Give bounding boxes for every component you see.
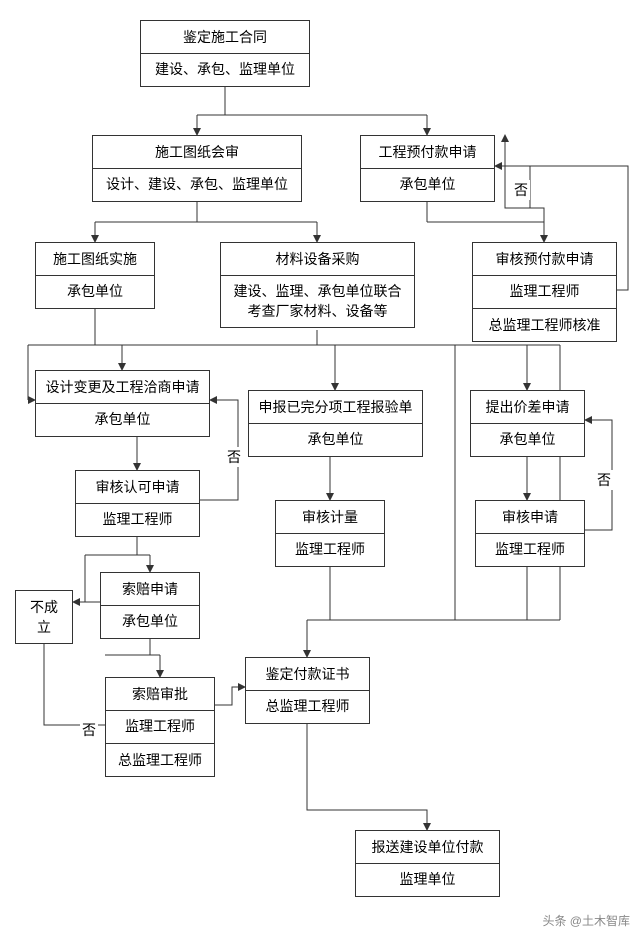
node-title: 审核计量 xyxy=(276,501,384,534)
node-body2: 总监理工程师 xyxy=(106,743,214,776)
node-body: 监理工程师 xyxy=(476,534,584,566)
node-body2: 总监理工程师核准 xyxy=(473,308,616,341)
node-title: 材料设备采购 xyxy=(221,243,414,276)
node-n4: 施工图纸实施 承包单位 xyxy=(35,242,155,309)
node-n5: 材料设备采购 建设、监理、承包单位联合 考查厂家材料、设备等 xyxy=(220,242,415,328)
node-n8: 申报已完分项工程报验单 承包单位 xyxy=(248,390,423,457)
node-title: 设计变更及工程洽商申请 xyxy=(36,371,209,404)
node-body: 建设、承包、监理单位 xyxy=(141,54,309,86)
node-body: 监理单位 xyxy=(356,864,499,896)
node-n11: 审核计量 监理工程师 xyxy=(275,500,385,567)
node-body: 承包单位 xyxy=(361,169,494,201)
node-n12: 审核申请 监理工程师 xyxy=(475,500,585,567)
node-body: 监理工程师 xyxy=(473,276,616,308)
node-body: 承包单位 xyxy=(249,424,422,456)
node-title: 报送建设单位付款 xyxy=(356,831,499,864)
node-n9: 提出价差申请 承包单位 xyxy=(470,390,585,457)
node-n1: 鉴定施工合同 建设、承包、监理单位 xyxy=(140,20,310,87)
node-title: 审核申请 xyxy=(476,501,584,534)
node-title: 审核认可申请 xyxy=(76,471,199,504)
node-title: 施工图纸实施 xyxy=(36,243,154,276)
node-n15: 索赔审批 监理工程师 总监理工程师 xyxy=(105,677,215,777)
node-title: 鉴定付款证书 xyxy=(246,658,369,691)
node-title: 申报已完分项工程报验单 xyxy=(249,391,422,424)
node-n6: 审核预付款申请 监理工程师 总监理工程师核准 xyxy=(472,242,617,342)
node-body: 总监理工程师 xyxy=(246,691,369,723)
node-body: 设计、建设、承包、监理单位 xyxy=(93,169,301,201)
edge-label-e3: 否 xyxy=(595,470,613,490)
node-n16: 鉴定付款证书 总监理工程师 xyxy=(245,657,370,724)
node-title: 索赔申请 xyxy=(101,573,199,606)
node-title: 工程预付款申请 xyxy=(361,136,494,169)
node-n14: 不成立 xyxy=(15,590,73,644)
node-title: 不成立 xyxy=(30,599,58,635)
node-n3: 工程预付款申请 承包单位 xyxy=(360,135,495,202)
node-n10: 审核认可申请 监理工程师 xyxy=(75,470,200,537)
watermark: 头条 @土木智库 xyxy=(542,912,630,929)
node-body: 承包单位 xyxy=(471,424,584,456)
node-n17: 报送建设单位付款 监理单位 xyxy=(355,830,500,897)
edge-label-e1: 否 xyxy=(512,180,530,200)
node-title: 提出价差申请 xyxy=(471,391,584,424)
node-n13: 索赔申请 承包单位 xyxy=(100,572,200,639)
node-body: 监理工程师 xyxy=(106,711,214,743)
node-title: 施工图纸会审 xyxy=(93,136,301,169)
node-body: 建设、监理、承包单位联合 考查厂家材料、设备等 xyxy=(221,276,414,327)
node-body: 承包单位 xyxy=(36,276,154,308)
node-body: 监理工程师 xyxy=(276,534,384,566)
node-title: 索赔审批 xyxy=(106,678,214,711)
node-title: 审核预付款申请 xyxy=(473,243,616,276)
node-body: 承包单位 xyxy=(101,606,199,638)
node-title: 鉴定施工合同 xyxy=(141,21,309,54)
flowchart-canvas: 鉴定施工合同 建设、承包、监理单位 施工图纸会审 设计、建设、承包、监理单位 工… xyxy=(0,0,640,935)
node-n2: 施工图纸会审 设计、建设、承包、监理单位 xyxy=(92,135,302,202)
edge-label-e4: 否 xyxy=(80,720,98,740)
node-body: 监理工程师 xyxy=(76,504,199,536)
node-n7: 设计变更及工程洽商申请 承包单位 xyxy=(35,370,210,437)
node-body: 承包单位 xyxy=(36,404,209,436)
edge-label-e2: 否 xyxy=(225,447,243,467)
